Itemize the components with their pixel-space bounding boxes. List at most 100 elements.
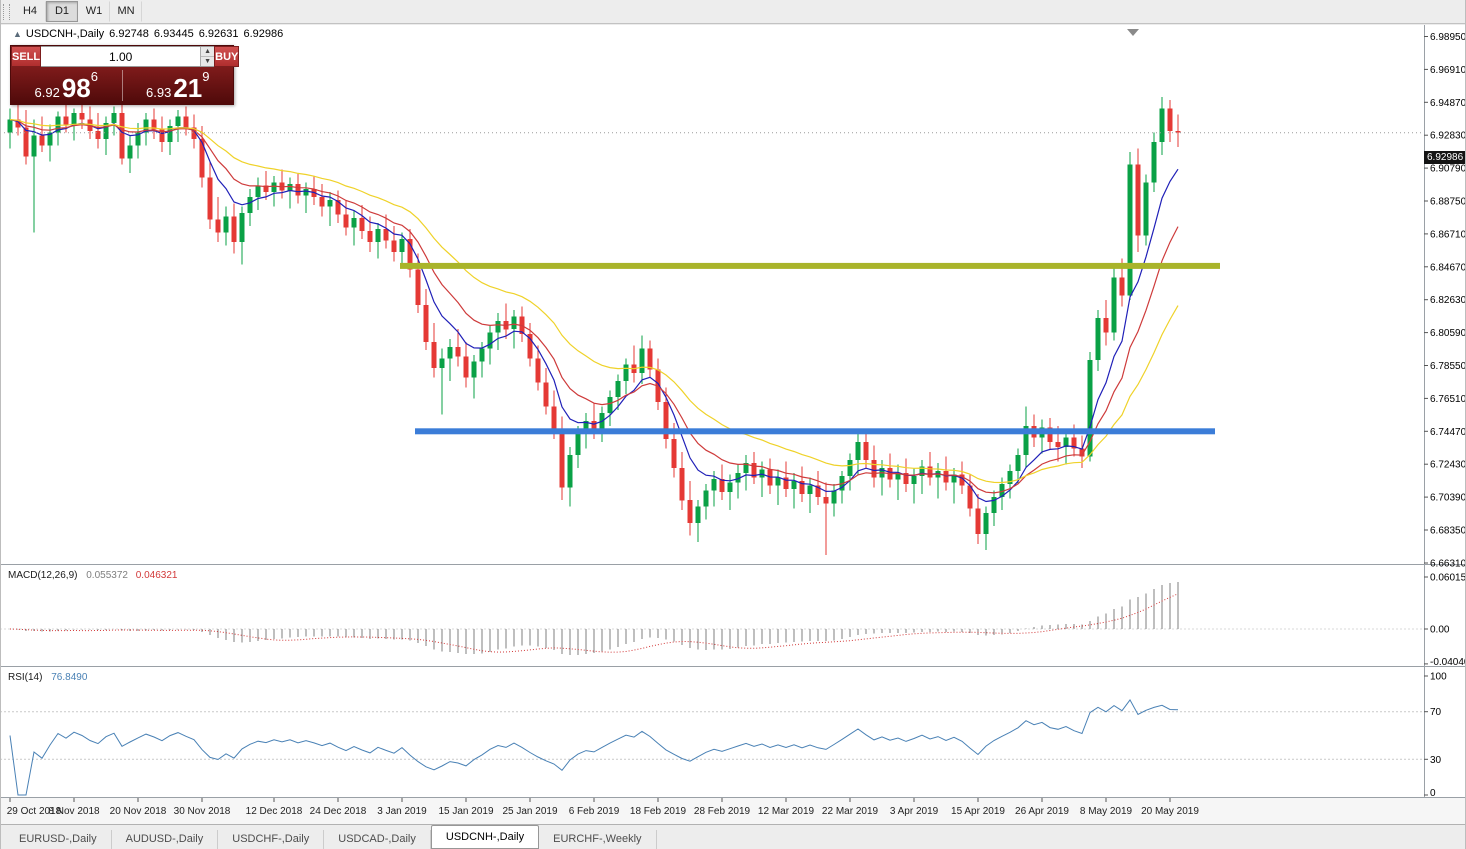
moving-average-lines bbox=[9, 119, 1179, 503]
svg-text:6.74470: 6.74470 bbox=[1430, 427, 1466, 438]
chart-symbol-label: USDCNH-,Daily bbox=[25, 28, 105, 40]
svg-text:26 Apr 2019: 26 Apr 2019 bbox=[1015, 806, 1069, 817]
svg-text:6.94870: 6.94870 bbox=[1430, 98, 1466, 109]
svg-text:6.72430: 6.72430 bbox=[1430, 460, 1466, 471]
buy-price-button[interactable]: 6.93 21 9 bbox=[123, 67, 234, 104]
svg-text:6.76510: 6.76510 bbox=[1430, 394, 1466, 405]
svg-text:70: 70 bbox=[1430, 707, 1442, 718]
svg-text:24 Dec 2018: 24 Dec 2018 bbox=[310, 806, 367, 817]
level-lines bbox=[400, 262, 1220, 435]
svg-text:20 Nov 2018: 20 Nov 2018 bbox=[110, 806, 167, 817]
sell-price-point: 6 bbox=[90, 69, 98, 84]
volume-increase-button[interactable]: ▲ bbox=[201, 47, 215, 57]
chart-tab-usdchf[interactable]: USDCHF-,Daily bbox=[218, 830, 325, 849]
svg-text:30 Nov 2018: 30 Nov 2018 bbox=[174, 806, 231, 817]
sell-price-main: 6.92 bbox=[34, 85, 60, 100]
rsi-value: 76.8490 bbox=[51, 672, 88, 683]
svg-text:12 Dec 2018: 12 Dec 2018 bbox=[246, 806, 303, 817]
volume-spinner: ▲ ▼ bbox=[200, 47, 215, 66]
rsi-axis: 100 70 30 0 bbox=[1424, 672, 1447, 799]
sell-button[interactable]: SELL bbox=[11, 46, 42, 67]
macd-main-value: 0.055372 bbox=[86, 570, 128, 581]
ohlc-high: 6.93445 bbox=[153, 28, 194, 40]
svg-text:8 Nov 2018: 8 Nov 2018 bbox=[48, 806, 100, 817]
chart-symbol-header: ▲ USDCNH-,Daily 6.92748 6.93445 6.92631 6.929… bbox=[13, 28, 283, 40]
macd-signal-value: 0.046321 bbox=[135, 570, 178, 581]
volume-field-wrap: ▲ ▼ bbox=[41, 46, 215, 67]
svg-text:3 Jan 2019: 3 Jan 2019 bbox=[377, 806, 427, 817]
timeframe-button-h4[interactable]: H4 bbox=[14, 1, 46, 22]
svg-text:3 Apr 2019: 3 Apr 2019 bbox=[890, 806, 939, 817]
toolbar-grip-icon bbox=[3, 3, 10, 20]
rsi-indicator-header: RSI(14) 76.8490 bbox=[8, 672, 87, 683]
chart-tab-audusd[interactable]: AUDUSD-,Daily bbox=[112, 830, 219, 849]
svg-text:6.88750: 6.88750 bbox=[1430, 197, 1466, 208]
ohlc-close: 6.92986 bbox=[243, 28, 284, 40]
svg-text:6.78550: 6.78550 bbox=[1430, 361, 1466, 372]
chart-canvas[interactable]: 6.98950 6.96910 6.94870 6.92830 6.90790 6.887… bbox=[0, 25, 1466, 824]
sell-price-pips: 98 bbox=[61, 73, 91, 103]
buy-price-pips: 21 bbox=[173, 73, 203, 103]
ohlc-open: 6.92748 bbox=[109, 28, 149, 40]
window-left-edge bbox=[0, 0, 1, 849]
svg-text:20 May 2019: 20 May 2019 bbox=[1141, 806, 1199, 817]
rsi-name: RSI(14) bbox=[8, 672, 43, 683]
svg-text:18 Feb 2019: 18 Feb 2019 bbox=[630, 806, 687, 817]
svg-text:28 Feb 2019: 28 Feb 2019 bbox=[694, 806, 751, 817]
svg-text:100: 100 bbox=[1430, 672, 1447, 683]
chart-shift-icon bbox=[1127, 29, 1139, 36]
chart-window: 6.98950 6.96910 6.94870 6.92830 6.90790 6.887… bbox=[0, 25, 1466, 824]
macd-indicator-header: MACD(12,26,9) 0.055372 0.046321 bbox=[8, 570, 177, 581]
chart-tab-eurusd[interactable]: EURUSD-,Daily bbox=[5, 830, 112, 849]
svg-text:22 Mar 2019: 22 Mar 2019 bbox=[822, 806, 879, 817]
chart-tabs-bar: EURUSD-,Daily AUDUSD-,Daily USDCHF-,Daily U… bbox=[0, 824, 1466, 849]
macd-pane bbox=[0, 582, 1424, 656]
pane-backgrounds bbox=[0, 25, 1466, 824]
sell-price-button[interactable]: 6.92 98 6 bbox=[11, 67, 122, 104]
svg-text:30: 30 bbox=[1430, 755, 1442, 766]
chart-tab-usdcad[interactable]: USDCAD-,Daily bbox=[324, 830, 431, 849]
svg-text:6.98950: 6.98950 bbox=[1430, 32, 1466, 43]
chart-tab-eurchf[interactable]: EURCHF-,Weekly bbox=[539, 830, 657, 849]
rsi-pane bbox=[0, 698, 1424, 796]
svg-text:-0.040407: -0.040407 bbox=[1430, 657, 1466, 668]
macd-name: MACD(12,26,9) bbox=[8, 570, 78, 581]
svg-text:29 Oct 2018: 29 Oct 2018 bbox=[7, 806, 62, 817]
svg-text:8 May 2019: 8 May 2019 bbox=[1080, 806, 1133, 817]
ohlc-low: 6.92631 bbox=[198, 28, 239, 40]
bid-line bbox=[0, 29, 1424, 134]
svg-text:25 Jan 2019: 25 Jan 2019 bbox=[502, 806, 557, 817]
svg-text:6.68350: 6.68350 bbox=[1430, 526, 1466, 537]
price-divider bbox=[121, 70, 123, 101]
volume-decrease-button[interactable]: ▼ bbox=[201, 57, 215, 66]
buy-price-main: 6.93 bbox=[146, 85, 172, 100]
svg-text:6.80590: 6.80590 bbox=[1430, 328, 1466, 339]
support-line[interactable] bbox=[415, 428, 1215, 435]
svg-text:6.82630: 6.82630 bbox=[1430, 295, 1466, 306]
svg-text:6 Feb 2019: 6 Feb 2019 bbox=[569, 806, 620, 817]
buy-button[interactable]: BUY bbox=[214, 46, 240, 67]
timeframe-button-d1[interactable]: D1 bbox=[46, 1, 78, 22]
chart-tab-usdcnh[interactable]: USDCNH-,Daily bbox=[430, 825, 540, 849]
svg-text:0.00: 0.00 bbox=[1430, 625, 1450, 636]
svg-text:6.66310: 6.66310 bbox=[1430, 559, 1466, 570]
timeframe-button-mn[interactable]: MN bbox=[110, 1, 142, 22]
current-price-tag: 6.92986 bbox=[1424, 151, 1466, 164]
svg-text:15 Jan 2019: 15 Jan 2019 bbox=[438, 806, 493, 817]
resistance-line[interactable] bbox=[400, 262, 1220, 269]
one-click-collapse-icon[interactable]: ▲ bbox=[13, 29, 22, 39]
timeframe-button-w1[interactable]: W1 bbox=[78, 1, 110, 22]
svg-text:6.96910: 6.96910 bbox=[1430, 65, 1466, 76]
buy-price-point: 9 bbox=[202, 69, 210, 84]
period-toolbar: H4 D1 W1 MN bbox=[0, 0, 1466, 24]
svg-text:6.84670: 6.84670 bbox=[1430, 262, 1466, 273]
svg-text:12 Mar 2019: 12 Mar 2019 bbox=[758, 806, 815, 817]
svg-text:0.060159: 0.060159 bbox=[1430, 573, 1466, 584]
svg-text:0: 0 bbox=[1430, 788, 1436, 799]
volume-input[interactable] bbox=[41, 47, 201, 66]
one-click-trading-panel: SELL ▲ ▼ BUY 6.92 98 6 6.93 21 9 bbox=[10, 45, 240, 105]
svg-text:6.92830: 6.92830 bbox=[1430, 131, 1466, 142]
svg-text:6.86710: 6.86710 bbox=[1430, 229, 1466, 240]
svg-text:15 Apr 2019: 15 Apr 2019 bbox=[951, 806, 1005, 817]
